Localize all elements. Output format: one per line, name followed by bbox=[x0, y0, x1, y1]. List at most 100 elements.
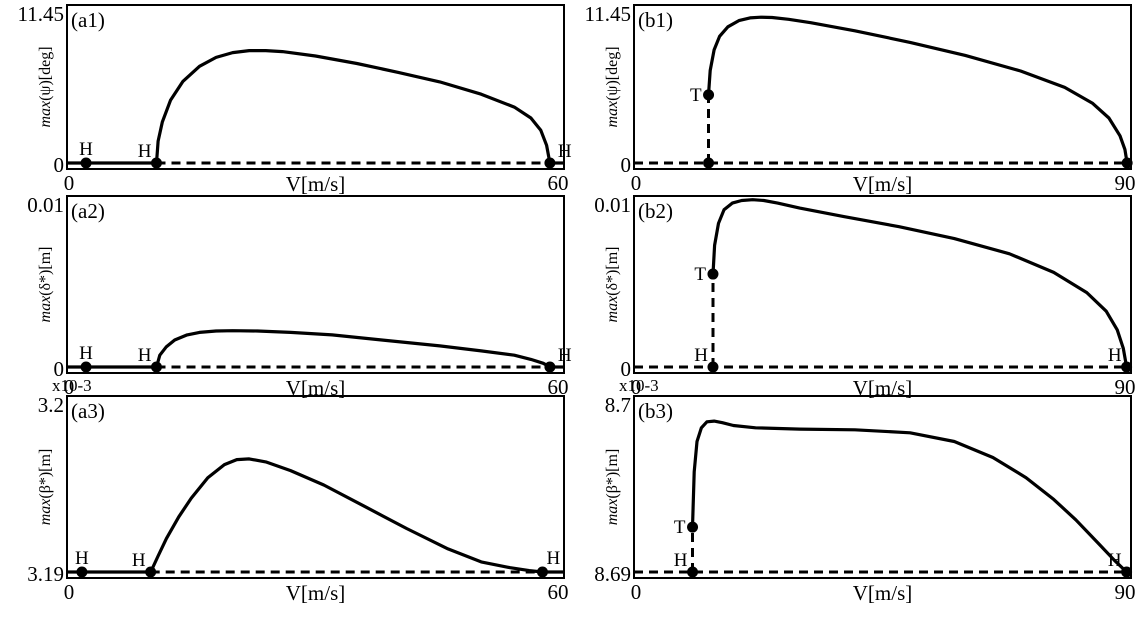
y-axis-label-prefix-a2: max bbox=[37, 296, 54, 323]
panel-label-b3: (b3) bbox=[638, 399, 673, 423]
panel-b1: T (b1) 11.45 00 90 V[m/s] max(ψ)[deg] bbox=[585, 2, 1136, 196]
point-label-a1-0: H bbox=[79, 139, 93, 160]
bifurcation-point-a3-2 bbox=[536, 566, 548, 578]
panel-label-b1: (b1) bbox=[638, 8, 673, 32]
y-axis-label-prefix-a3: max bbox=[37, 499, 54, 526]
point-label-a2-2: H bbox=[558, 345, 572, 366]
y-axis-label-a2: max(δ*)[m] bbox=[37, 247, 54, 323]
y-axis-label-b2: max(δ*)[m] bbox=[604, 247, 621, 323]
y-tick-bottom-a2: 0 bbox=[54, 357, 65, 381]
point-label-b2-2: H bbox=[1108, 345, 1122, 366]
point-label-b3-0: T bbox=[674, 517, 686, 538]
x-tick-right-b1: 90 bbox=[1115, 171, 1136, 195]
x-tick-left-a1: 0 bbox=[64, 171, 75, 195]
bifurcation-point-b3-0 bbox=[687, 521, 699, 533]
x-tick-right-a2: 60 bbox=[548, 375, 569, 399]
bifurcation-point-a3-1 bbox=[145, 566, 157, 578]
point-label-a1-1: H bbox=[138, 141, 152, 162]
bifurcation-point-b1-0 bbox=[703, 89, 715, 101]
y-tick-bottom-b3: 8.69 bbox=[594, 562, 631, 586]
x-tick-left-b1: 0 bbox=[631, 171, 642, 195]
bifurcation-point-b1-1 bbox=[703, 157, 715, 169]
x-tick-left-b3: 0 bbox=[631, 580, 642, 604]
y-axis-label-b3: max(β*)[m] bbox=[604, 449, 621, 526]
point-label-a3-0: H bbox=[75, 548, 89, 569]
plot-frame-a3 bbox=[66, 395, 565, 579]
y-axis-exponent-b3: x10-3 bbox=[619, 376, 659, 395]
x-axis-label-a1: V[m/s] bbox=[286, 172, 346, 196]
plot-frame-b3 bbox=[633, 395, 1132, 579]
x-tick-left-a3: 0 bbox=[64, 580, 75, 604]
bifurcation-point-a1-0 bbox=[80, 157, 92, 169]
plot-frame-a2 bbox=[66, 195, 565, 374]
x-tick-left-b2: 0 bbox=[631, 375, 642, 399]
y-axis-label-prefix-b1: max bbox=[604, 101, 621, 128]
y-axis-label-prefix-b2: max bbox=[604, 296, 621, 323]
y-tick-top-b1: 11.45 bbox=[585, 2, 631, 26]
series-b3-stable-0 bbox=[690, 419, 1128, 574]
series-a3-stable-1 bbox=[149, 457, 543, 574]
point-label-b3-2: H bbox=[1108, 550, 1122, 571]
y-tick-top-a3: 3.2 bbox=[38, 393, 64, 417]
point-label-a3-1: H bbox=[132, 550, 146, 571]
point-label-a1-2: H bbox=[558, 141, 572, 162]
series-a1-stable-1 bbox=[154, 49, 552, 164]
y-tick-top-a1: 11.45 bbox=[18, 2, 64, 26]
plot-frame-a1 bbox=[66, 4, 565, 170]
bifurcation-point-b3-2 bbox=[1121, 566, 1133, 578]
point-label-b3-1: H bbox=[674, 550, 688, 571]
y-axis-label-rest-a3: (β*)[m] bbox=[37, 449, 54, 499]
panel-a3: H H H(a3)3.23.190 60V[m/s]max(β*)[m]x10-3 bbox=[27, 376, 568, 605]
point-label-b1-0: T bbox=[690, 85, 702, 106]
bifurcation-point-b1-2 bbox=[1121, 157, 1133, 169]
y-tick-bottom-a3: 3.19 bbox=[27, 562, 64, 586]
point-label-a2-0: H bbox=[79, 343, 93, 364]
bifurcation-point-a1-1 bbox=[150, 157, 162, 169]
x-tick-right-a3: 60 bbox=[548, 580, 569, 604]
bifurcation-point-b2-0 bbox=[707, 268, 719, 280]
panel-label-b2: (b2) bbox=[638, 199, 673, 223]
plot-frame-b1 bbox=[633, 4, 1132, 170]
y-tick-bottom-a1: 0 bbox=[54, 153, 65, 177]
panel-a1: H H H (a1) 11.45 00 60 V[m/s] max(ψ)[deg] bbox=[18, 2, 572, 196]
panel-b3: TH H(b3)8.78.690 90V[m/s]max(β*)[m]x10-3 bbox=[594, 376, 1135, 605]
y-axis-label-rest-b2: (δ*)[m] bbox=[604, 247, 621, 296]
y-axis-label-b1: max(ψ)[deg] bbox=[604, 46, 621, 127]
x-tick-right-a1: 60 bbox=[548, 171, 569, 195]
panel-label-a2: (a2) bbox=[71, 199, 105, 223]
plot-frame-b2 bbox=[633, 195, 1132, 374]
y-axis-exponent-a3: x10-3 bbox=[52, 376, 92, 395]
y-tick-bottom-b2: 0 bbox=[621, 357, 632, 381]
x-axis-label-b3: V[m/s] bbox=[853, 581, 913, 605]
y-axis-label-rest-b3: (β*)[m] bbox=[604, 449, 621, 499]
panel-label-a1: (a1) bbox=[71, 8, 105, 32]
y-axis-label-a3: max(β*)[m] bbox=[37, 449, 54, 526]
point-label-a2-1: H bbox=[138, 345, 152, 366]
series-a2-stable-1 bbox=[154, 329, 551, 369]
y-tick-bottom-b1: 0 bbox=[621, 153, 632, 177]
x-axis-label-a3: V[m/s] bbox=[286, 581, 346, 605]
y-axis-label-prefix-a1: max bbox=[37, 101, 54, 128]
point-label-b2-0: T bbox=[694, 264, 706, 285]
y-axis-label-a1: max(ψ)[deg] bbox=[37, 46, 54, 127]
bifurcation-point-a3-0 bbox=[76, 566, 88, 578]
y-tick-top-b3: 8.7 bbox=[605, 393, 631, 417]
bifurcation-point-a1-2 bbox=[544, 157, 556, 169]
x-tick-right-b3: 90 bbox=[1115, 580, 1136, 604]
bifurcation-point-a2-1 bbox=[150, 361, 162, 373]
bifurcation-point-b3-1 bbox=[687, 566, 699, 578]
series-b2-stable-0 bbox=[711, 198, 1129, 368]
point-label-b2-1: H bbox=[694, 345, 708, 366]
y-axis-label-prefix-b3: max bbox=[604, 499, 621, 526]
x-tick-right-b2: 90 bbox=[1115, 375, 1136, 399]
x-tick-left-a2: 0 bbox=[64, 375, 75, 399]
bifurcation-point-b2-2 bbox=[1121, 361, 1133, 373]
y-tick-top-a2: 0.01 bbox=[27, 193, 64, 217]
y-axis-label-rest-a2: (δ*)[m] bbox=[37, 247, 54, 296]
series-b1-stable-0 bbox=[706, 15, 1129, 164]
x-axis-label-b1: V[m/s] bbox=[853, 172, 913, 196]
bifurcation-point-a2-0 bbox=[80, 361, 92, 373]
bifurcation-point-a2-2 bbox=[544, 361, 556, 373]
